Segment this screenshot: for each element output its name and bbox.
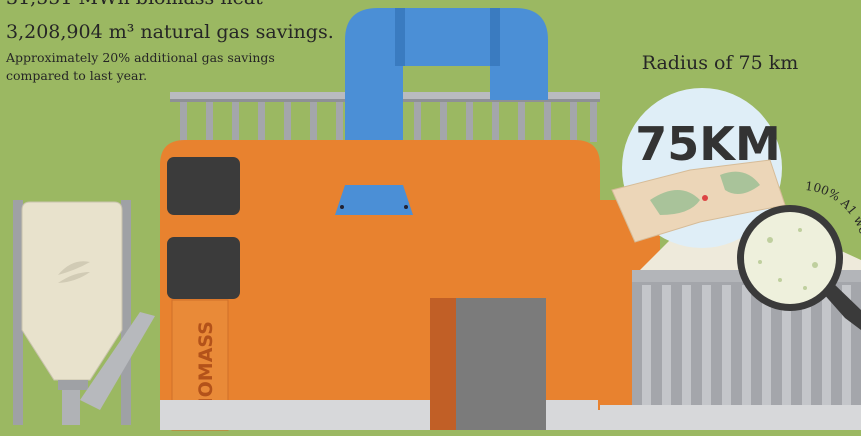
silo	[0, 200, 160, 436]
radius-badge: 75KM	[611, 88, 786, 248]
storage	[598, 200, 861, 430]
magnifier: 100% A1 wood	[737, 179, 861, 330]
note-line: Approximately 20% additional gas savings	[5, 50, 275, 65]
building: BIOMASS	[160, 140, 600, 431]
savings-headline: 3,208,904 m³ natural gas savings.	[6, 21, 334, 43]
plant-label: BIOMASS	[195, 321, 217, 419]
heat-headline: 31,551 MWh biomass heat –	[6, 0, 278, 9]
note-line: compared to last year.	[6, 68, 147, 83]
radius-label: Radius of 75 km	[642, 52, 799, 74]
